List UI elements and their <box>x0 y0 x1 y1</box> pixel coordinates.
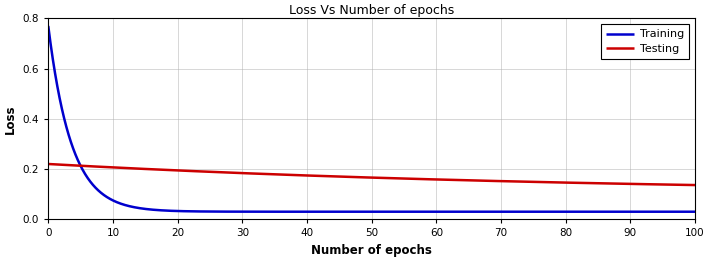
Testing <box>672 183 681 186</box>
Training <box>341 210 350 213</box>
Testing <box>359 176 367 179</box>
Training <box>553 210 562 213</box>
Title: Loss Vs Number of epochs: Loss Vs Number of epochs <box>289 4 454 17</box>
Training <box>44 24 52 27</box>
Y-axis label: Loss: Loss <box>4 104 17 134</box>
Line: Testing: Testing <box>48 164 695 185</box>
Line: Training: Training <box>48 26 695 212</box>
Training <box>77 166 86 169</box>
Legend: Training, Testing: Training, Testing <box>601 24 689 60</box>
Testing <box>553 181 562 184</box>
Training <box>691 210 699 213</box>
Training <box>672 210 681 213</box>
Testing <box>44 162 52 165</box>
Training <box>359 210 367 213</box>
Testing <box>671 183 680 186</box>
Testing <box>341 175 350 178</box>
Testing <box>77 164 86 167</box>
Training <box>671 210 680 213</box>
Testing <box>691 183 699 187</box>
X-axis label: Number of epochs: Number of epochs <box>311 244 432 257</box>
